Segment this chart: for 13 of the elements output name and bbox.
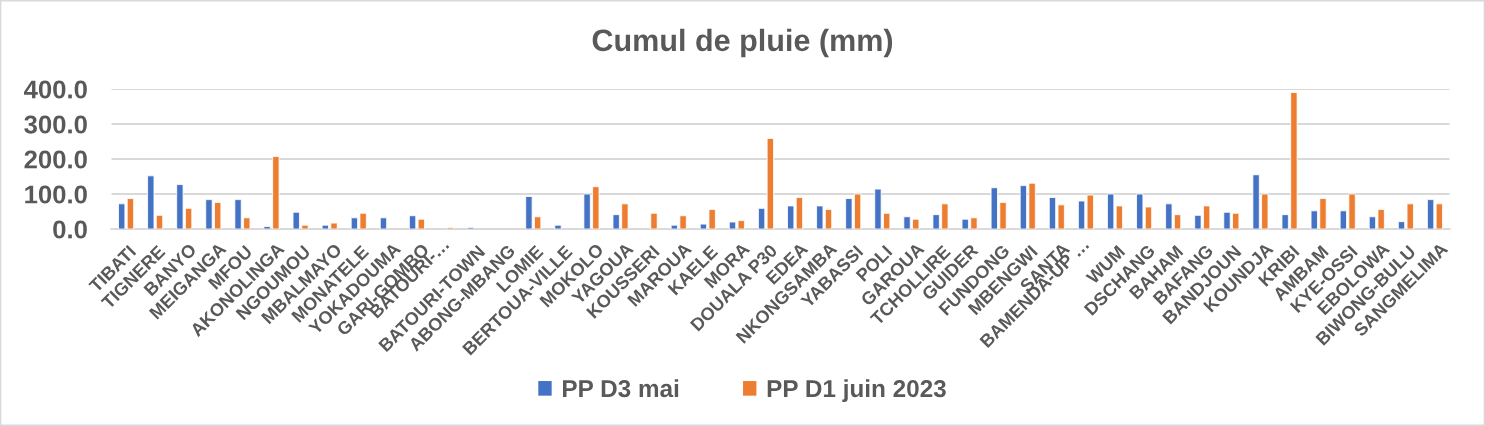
bar bbox=[1107, 193, 1115, 230]
y-tick-label: 0.0 bbox=[53, 220, 87, 239]
bar bbox=[554, 224, 562, 230]
bar bbox=[379, 217, 388, 230]
y-tick-label: 200.0 bbox=[24, 150, 87, 169]
bar bbox=[1115, 205, 1123, 230]
legend-label: PP D1 juin 2023 bbox=[767, 379, 946, 402]
y-tick-label: 400.0 bbox=[24, 80, 87, 99]
bar bbox=[650, 212, 658, 230]
legend-label: PP D3 mai bbox=[563, 379, 679, 398]
y-tick-label: 100.0 bbox=[25, 185, 87, 204]
chart-title: Cumul de pluie (mm) bbox=[592, 28, 893, 58]
y-tick-label: 300.0 bbox=[24, 115, 87, 134]
